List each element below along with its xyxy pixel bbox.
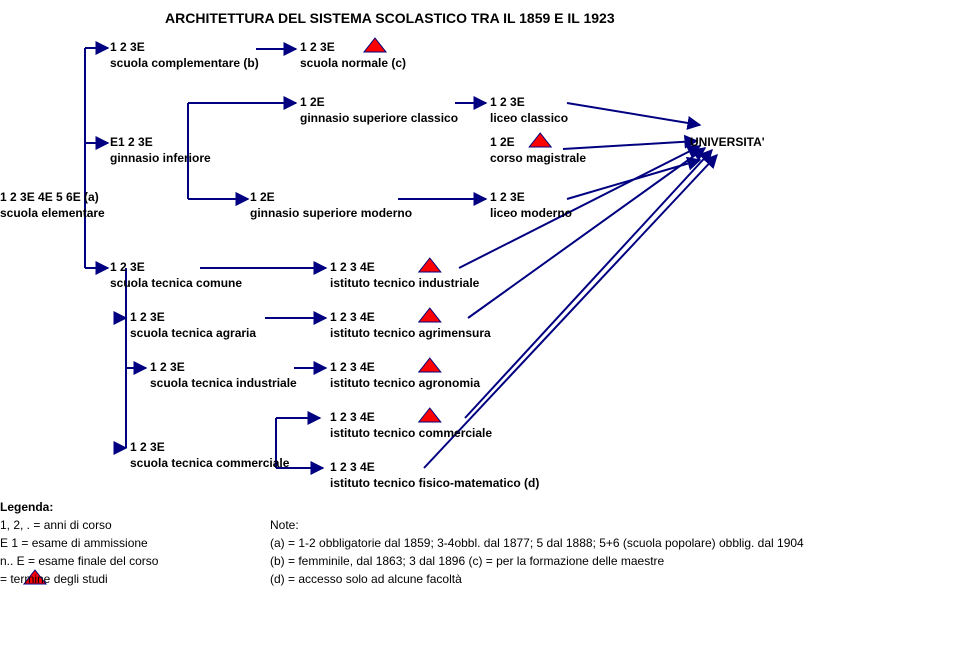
node-years-istComm: 1 2 3 4E bbox=[330, 410, 375, 424]
node-label-corsoMag: corso magistrale bbox=[490, 151, 586, 165]
node-years-normale: 1 2 3E bbox=[300, 40, 335, 54]
node-years-ginnSupM: 1 2E bbox=[250, 190, 275, 204]
legend-left-3: = termine degli studi bbox=[0, 572, 108, 586]
node-years-ginnSupC: 1 2E bbox=[300, 95, 325, 109]
legend-right-0: Note: bbox=[270, 518, 299, 532]
node-label-tecComm: scuola tecnica commerciale bbox=[130, 456, 289, 470]
node-label-ginnSupC: ginnasio superiore classico bbox=[300, 111, 458, 125]
node-years-istAgron: 1 2 3 4E bbox=[330, 360, 375, 374]
legend-right-1: (a) = 1-2 obbligatorie dal 1859; 3-4obbl… bbox=[270, 536, 804, 550]
node-label-tecCom: scuola tecnica comune bbox=[110, 276, 242, 290]
node-label-compl: scuola complementare (b) bbox=[110, 56, 259, 70]
legend-left-0: 1, 2, . = anni di corso bbox=[0, 518, 112, 532]
node-years-istInd: 1 2 3 4E bbox=[330, 260, 375, 274]
node-years-istFisMat: 1 2 3 4E bbox=[330, 460, 375, 474]
node-years-corsoMag: 1 2E bbox=[490, 135, 515, 149]
node-years-istAgrim: 1 2 3 4E bbox=[330, 310, 375, 324]
node-label-normale: scuola normale (c) bbox=[300, 56, 406, 70]
legend-right-3: (d) = accesso solo ad alcune facoltà bbox=[270, 572, 462, 586]
node-label-istAgron: istituto tecnico agronomia bbox=[330, 376, 480, 390]
node-label-liceoC: liceo classico bbox=[490, 111, 568, 125]
node-years-ginnInf: E1 2 3E bbox=[110, 135, 153, 149]
node-label-univ: UNIVERSITA' bbox=[690, 135, 765, 149]
node-years-tecComm: 1 2 3E bbox=[130, 440, 165, 454]
diagram-title: ARCHITETTURA DEL SISTEMA SCOLASTICO TRA … bbox=[165, 10, 615, 26]
legend-header: Legenda: bbox=[0, 500, 53, 514]
node-years-tecCom: 1 2 3E bbox=[110, 260, 145, 274]
node-label-istAgrim: istituto tecnico agrimensura bbox=[330, 326, 491, 340]
node-label-istFisMat: istituto tecnico fisico-matematico (d) bbox=[330, 476, 539, 490]
node-label-ginnSupM: ginnasio superiore moderno bbox=[250, 206, 412, 220]
node-years-tecInd: 1 2 3E bbox=[150, 360, 185, 374]
node-label-elem: scuola elementare bbox=[0, 206, 105, 220]
node-label-tecAgr: scuola tecnica agraria bbox=[130, 326, 256, 340]
node-label-istComm: istituto tecnico commerciale bbox=[330, 426, 492, 440]
node-label-ginnInf: ginnasio inferiore bbox=[110, 151, 211, 165]
node-years-liceoM: 1 2 3E bbox=[490, 190, 525, 204]
node-label-istInd: istituto tecnico industriale bbox=[330, 276, 479, 290]
node-years-compl: 1 2 3E bbox=[110, 40, 145, 54]
node-years-liceoC: 1 2 3E bbox=[490, 95, 525, 109]
node-label-liceoM: liceo moderno bbox=[490, 206, 572, 220]
node-label-tecInd: scuola tecnica industriale bbox=[150, 376, 297, 390]
legend-left-2: n.. E = esame finale del corso bbox=[0, 554, 158, 568]
legend-right-2: (b) = femminile, dal 1863; 3 dal 1896 (c… bbox=[270, 554, 664, 568]
legend-left-1: E 1 = esame di ammissione bbox=[0, 536, 148, 550]
node-years-elem: 1 2 3E 4E 5 6E (a) bbox=[0, 190, 99, 204]
node-years-tecAgr: 1 2 3E bbox=[130, 310, 165, 324]
